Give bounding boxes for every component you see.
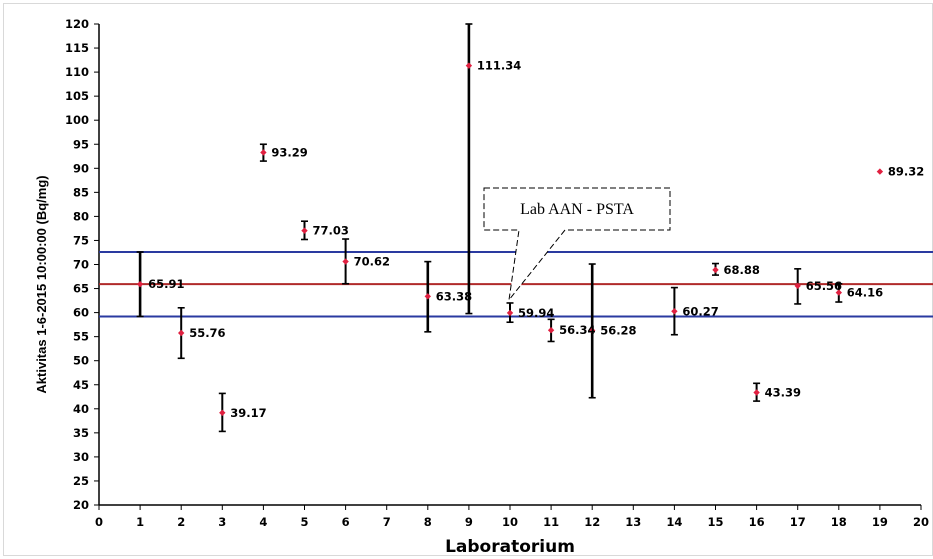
data-label: 56.34 — [559, 323, 595, 337]
x-tick-label: 15 — [707, 515, 723, 529]
data-label: 77.03 — [313, 224, 349, 238]
x-tick-label: 8 — [424, 515, 432, 529]
y-tick-label: 105 — [65, 89, 89, 103]
data-label: 56.28 — [600, 323, 636, 337]
data-label: 64.16 — [847, 286, 883, 300]
data-point — [876, 168, 884, 175]
data-point — [671, 308, 678, 315]
y-tick-label: 45 — [73, 378, 89, 392]
y-tick-label: 95 — [73, 137, 89, 151]
data-point — [136, 280, 144, 288]
callout-text: Lab AAN - PSTA — [520, 201, 634, 218]
data-point — [712, 266, 719, 274]
data-point — [342, 258, 349, 265]
x-tick-label: 4 — [259, 515, 267, 529]
x-tick-label: 10 — [502, 515, 518, 529]
data-label: 70.62 — [354, 255, 390, 269]
y-tick-label: 90 — [73, 161, 89, 175]
data-point — [589, 327, 596, 334]
x-tick-label: 18 — [831, 515, 847, 529]
y-tick-label: 40 — [73, 402, 89, 416]
y-tick-label: 25 — [73, 474, 89, 488]
x-tick-label: 17 — [790, 515, 806, 529]
data-point — [547, 327, 555, 334]
y-tick-label: 80 — [73, 209, 89, 223]
data-label: 89.32 — [888, 165, 924, 179]
data-labels: 65.91 55.76 39.17 93.29 77.03 70.62 63.38 111.3… — [148, 59, 924, 420]
data-point — [178, 329, 185, 337]
x-tick-label: 13 — [625, 515, 641, 529]
y-tick-label: 70 — [73, 258, 89, 272]
data-label: 111.34 — [477, 59, 521, 73]
x-tick-label: 12 — [584, 515, 600, 529]
y-tick-label: 120 — [65, 17, 89, 31]
data-label: 43.39 — [765, 385, 801, 399]
data-label: 65.56 — [806, 279, 842, 293]
data-label: 39.17 — [230, 406, 266, 420]
y-tick-label: 110 — [65, 65, 89, 79]
y-tick-label: 20 — [73, 498, 89, 512]
y-tick-label: 100 — [65, 113, 89, 127]
data-point — [465, 62, 473, 69]
x-tick-label: 1 — [136, 515, 144, 529]
x-tick-label: 2 — [177, 515, 185, 529]
y-tick-label: 75 — [73, 233, 89, 247]
x-tick-label: 0 — [95, 515, 103, 529]
data-point — [424, 293, 431, 300]
data-point — [506, 309, 514, 317]
y-tick-label: 30 — [73, 450, 89, 464]
data-label: 93.29 — [271, 145, 307, 159]
x-tick-label: 3 — [218, 515, 226, 529]
x-tick-label: 20 — [913, 515, 929, 529]
axes: 2025303540455055606570758085909510010511… — [65, 17, 929, 529]
x-tick-label: 7 — [383, 515, 391, 529]
data-point — [219, 409, 226, 416]
data-label: 55.76 — [189, 326, 225, 340]
x-tick-label: 6 — [342, 515, 350, 529]
y-tick-label: 35 — [73, 426, 89, 440]
data-markers — [136, 62, 884, 416]
data-label: 68.88 — [724, 263, 760, 277]
data-point — [301, 227, 308, 234]
x-tick-label: 11 — [543, 515, 559, 529]
data-point — [794, 282, 801, 290]
data-point — [753, 389, 760, 396]
y-tick-label: 65 — [73, 282, 89, 296]
y-tick-label: 85 — [73, 185, 89, 199]
data-label: 63.38 — [436, 289, 472, 303]
y-tick-label: 115 — [65, 41, 89, 55]
data-point — [835, 289, 842, 296]
data-label: 65.91 — [148, 277, 184, 291]
data-label: 60.27 — [682, 304, 718, 318]
callout-shape — [483, 187, 671, 302]
x-axis-title: Laboratorium — [445, 537, 575, 557]
y-axis-title: Aktivitas 1-6-2015 10:00:00 (Bq/mg) — [34, 175, 49, 393]
y-tick-label: 55 — [73, 330, 89, 344]
x-tick-label: 19 — [872, 515, 888, 529]
x-tick-label: 14 — [666, 515, 682, 529]
x-tick-label: 5 — [300, 515, 308, 529]
y-tick-label: 50 — [73, 354, 89, 368]
data-label: 59.94 — [518, 306, 554, 320]
data-point — [260, 149, 267, 156]
x-tick-label: 9 — [465, 515, 473, 529]
y-tick-label: 60 — [73, 306, 89, 320]
x-tick-label: 16 — [749, 515, 765, 529]
callout: Lab AAN - PSTA — [483, 187, 671, 302]
